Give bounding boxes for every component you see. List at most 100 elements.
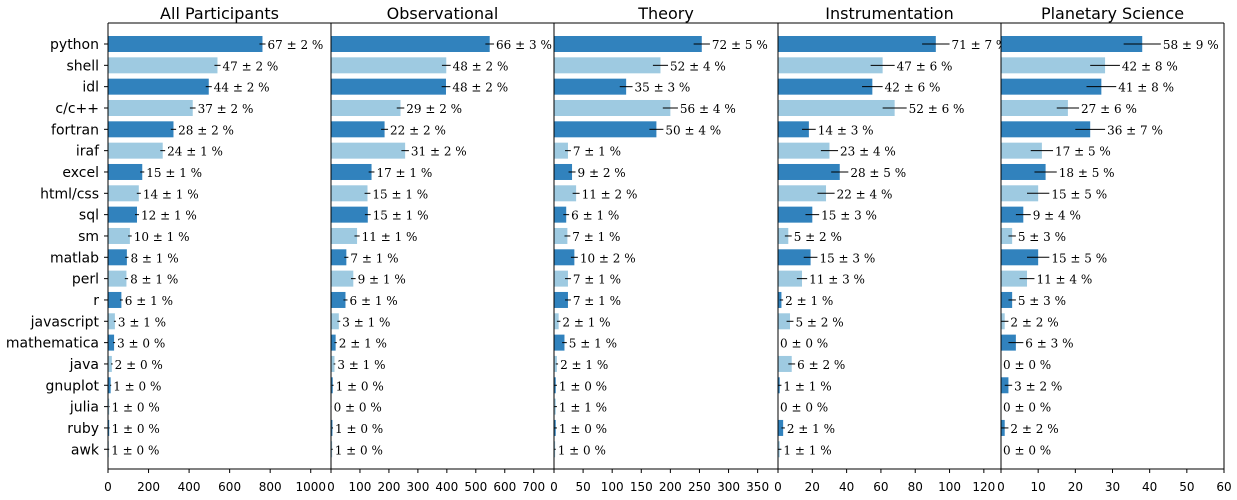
bar [108, 249, 127, 266]
value-label: 17 ± 5 % [1055, 145, 1111, 159]
bar [1001, 227, 1013, 244]
x-tick-label: 10 [1031, 480, 1046, 494]
value-label: 66 ± 3 % [496, 38, 552, 52]
value-label: 2 ± 1 % [560, 358, 608, 372]
bar [778, 227, 789, 244]
bar [1001, 206, 1024, 223]
bar [331, 270, 354, 287]
value-label: 1 ± 0 % [111, 443, 159, 457]
value-label: 15 ± 5 % [1051, 251, 1107, 265]
x-tick-label: 0 [104, 480, 112, 494]
bar [108, 419, 110, 436]
value-label: 7 ± 1 % [573, 273, 621, 287]
category-label: ruby [67, 421, 99, 437]
x-tick-label: 80 [908, 480, 923, 494]
bar [778, 270, 803, 287]
bar [331, 334, 336, 351]
bar [108, 398, 110, 415]
value-label: 35 ± 3 % [635, 81, 691, 95]
value-label: 22 ± 2 % [390, 123, 446, 137]
value-label: 15 ± 3 % [821, 209, 877, 223]
panel-title: Observational [387, 4, 499, 23]
category-label: html/css [40, 186, 99, 202]
value-label: 42 ± 8 % [1122, 59, 1178, 73]
value-label: 5 ± 3 % [1018, 230, 1066, 244]
bar [331, 57, 447, 74]
value-label: 0 ± 0 % [780, 401, 828, 415]
value-label: 5 ± 3 % [1018, 294, 1066, 308]
bar [778, 163, 840, 180]
bar [1001, 185, 1039, 202]
value-label: 11 ± 3 % [809, 273, 865, 287]
bar [554, 441, 556, 458]
value-label: 2 ± 2 % [1010, 315, 1058, 329]
value-label: 1 ± 0 % [558, 443, 606, 457]
value-label: 15 ± 5 % [1051, 187, 1107, 201]
value-label: 9 ± 1 % [358, 273, 406, 287]
value-label: 56 ± 4 % [680, 102, 736, 116]
category-label: java [69, 357, 99, 373]
value-label: 0 ± 0 % [334, 401, 382, 415]
value-label: 5 ± 1 % [569, 337, 617, 351]
value-label: 8 ± 1 % [130, 273, 178, 287]
value-label: 24 ± 1 % [167, 145, 223, 159]
value-label: 12 ± 1 % [141, 209, 197, 223]
value-label: 0 ± 0 % [1003, 358, 1051, 372]
value-label: 0 ± 0 % [1003, 443, 1051, 457]
value-label: 36 ± 7 % [1107, 123, 1163, 137]
x-tick-label: 400 [435, 480, 458, 494]
bar [108, 206, 137, 223]
category-label: sql [79, 208, 99, 224]
value-label: 47 ± 6 % [897, 59, 953, 73]
category-label: c/c++ [55, 101, 99, 117]
category-label: gnuplot [46, 378, 100, 394]
category-label: python [50, 37, 99, 53]
value-label: 2 ± 1 % [785, 294, 833, 308]
value-label: 10 ± 2 % [580, 251, 636, 265]
bar [108, 377, 111, 394]
x-tick-label: 350 [746, 480, 769, 494]
x-tick-label: 100 [601, 480, 624, 494]
bar [778, 121, 809, 138]
value-label: 47 ± 2 % [223, 59, 279, 73]
x-tick-label: 100 [938, 480, 961, 494]
category-label: shell [66, 58, 99, 74]
category-label: r [93, 293, 99, 309]
value-label: 1 ± 1 % [783, 379, 831, 393]
category-label: julia [69, 400, 99, 416]
bar [108, 121, 174, 138]
value-label: 27 ± 6 % [1081, 102, 1137, 116]
value-label: 0 ± 0 % [1003, 401, 1051, 415]
bar [108, 334, 115, 351]
value-label: 52 ± 6 % [909, 102, 965, 116]
category-label: excel [62, 165, 99, 181]
value-label: 15 ± 1 % [373, 209, 429, 223]
x-tick-label: 0 [774, 480, 782, 494]
value-label: 1 ± 0 % [335, 422, 383, 436]
bar [1001, 270, 1028, 287]
value-label: 7 ± 1 % [572, 230, 620, 244]
category-label: iraf [76, 144, 100, 160]
x-tick-label: 0 [327, 480, 335, 494]
bar [554, 355, 557, 372]
value-label: 1 ± 0 % [112, 401, 160, 415]
category-label: sm [78, 229, 99, 245]
bar [331, 355, 335, 372]
value-label: 3 ± 1 % [342, 315, 390, 329]
category-label: javascript [30, 314, 100, 330]
bar [778, 36, 936, 52]
bar [554, 313, 559, 330]
value-label: 1 ± 0 % [112, 422, 160, 436]
bar [554, 121, 657, 138]
bar [778, 185, 827, 202]
x-tick-label: 800 [259, 480, 282, 494]
bar [778, 142, 830, 159]
x-tick-label: 20 [1068, 480, 1083, 494]
x-tick-label: 300 [717, 480, 740, 494]
bar [331, 313, 339, 330]
x-tick-label: 250 [688, 480, 711, 494]
value-label: 2 ± 2 % [1010, 422, 1058, 436]
bar [554, 36, 702, 52]
value-label: 23 ± 4 % [840, 145, 896, 159]
